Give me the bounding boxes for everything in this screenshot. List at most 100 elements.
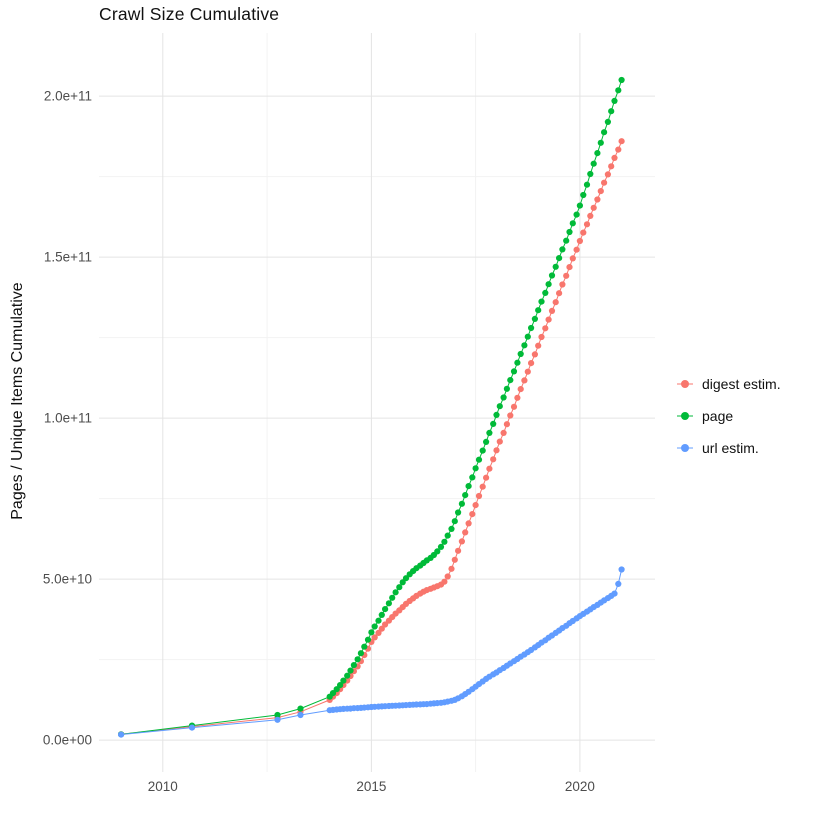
data-point	[563, 237, 570, 244]
data-point	[493, 447, 500, 454]
data-point	[274, 711, 281, 719]
data-point	[604, 171, 612, 178]
data-point	[382, 621, 389, 628]
data-point	[486, 429, 493, 436]
y-tick-label: 1.0e+11	[44, 411, 92, 426]
data-point	[521, 342, 528, 349]
data-point	[465, 520, 472, 527]
data-point	[507, 412, 514, 419]
data-point	[486, 465, 493, 472]
data-point	[465, 483, 472, 490]
data-point	[563, 272, 570, 279]
data-point	[469, 474, 476, 481]
data-point	[514, 394, 521, 401]
data-point	[371, 634, 378, 641]
data-point	[528, 324, 535, 332]
data-point	[493, 411, 500, 418]
data-point	[437, 543, 445, 551]
data-point	[601, 129, 608, 136]
data-point	[441, 538, 448, 545]
y-tick-label: 5.0e+10	[43, 572, 92, 587]
data-point	[371, 623, 378, 630]
data-point	[510, 368, 518, 375]
data-point	[556, 290, 563, 297]
data-point	[601, 179, 608, 186]
data-point	[375, 629, 382, 637]
data-point	[378, 611, 385, 619]
data-point	[580, 191, 587, 199]
data-point	[517, 386, 524, 393]
x-tick-label: 2015	[356, 779, 386, 794]
data-point	[521, 377, 528, 384]
data-point	[496, 438, 503, 445]
legend: digest estim. page url estim.	[676, 372, 781, 468]
data-point	[569, 255, 576, 262]
data-point	[535, 342, 542, 349]
data-point	[566, 228, 573, 236]
data-point	[448, 525, 455, 533]
data-point	[538, 298, 545, 305]
data-point	[548, 272, 556, 279]
data-point	[618, 138, 625, 145]
data-point	[297, 705, 304, 712]
data-point	[462, 492, 469, 499]
data-point	[542, 289, 549, 296]
legend-item-url-estim: url estim.	[676, 436, 781, 460]
data-point	[524, 333, 531, 340]
data-point	[361, 643, 368, 650]
data-point	[524, 368, 531, 375]
data-point	[517, 350, 524, 358]
legend-item-label: page	[702, 408, 734, 424]
data-point	[615, 87, 622, 94]
data-point	[350, 662, 357, 669]
data-point	[542, 325, 549, 332]
data-point	[490, 420, 497, 427]
data-point	[444, 573, 451, 580]
data-point	[545, 281, 552, 288]
data-point	[402, 575, 410, 582]
data-point	[608, 108, 615, 115]
data-point	[458, 538, 465, 545]
legend-item-digest-estim: digest estim.	[676, 372, 781, 396]
data-point	[559, 246, 566, 253]
data-point	[583, 221, 591, 228]
data-point	[333, 686, 340, 693]
data-point	[472, 502, 479, 509]
data-point	[538, 333, 545, 341]
data-point	[545, 316, 552, 323]
data-point	[451, 556, 458, 563]
legend-item-label: digest estim.	[702, 376, 781, 392]
data-point	[528, 360, 535, 367]
data-point	[368, 629, 375, 636]
data-point	[566, 264, 573, 271]
legend-key-icon	[676, 407, 694, 425]
data-point	[357, 650, 364, 657]
data-point	[597, 139, 604, 146]
data-point	[597, 188, 604, 195]
data-point	[347, 667, 354, 674]
data-point	[611, 590, 618, 597]
data-point	[590, 160, 597, 167]
legend-item-page: page	[676, 404, 781, 428]
data-point	[531, 351, 539, 358]
data-point	[548, 307, 556, 314]
data-point	[475, 492, 483, 500]
data-point	[531, 315, 539, 322]
legend-key-icon	[676, 375, 694, 393]
data-point	[455, 547, 462, 554]
data-point	[274, 716, 281, 723]
legend-item-label: url estim.	[702, 440, 759, 456]
data-point	[483, 438, 490, 445]
legend-key-icon	[676, 439, 694, 457]
data-point	[594, 196, 601, 203]
data-point	[618, 76, 625, 84]
data-point	[475, 456, 483, 463]
data-point	[451, 518, 458, 525]
data-point	[503, 385, 510, 392]
data-point	[392, 589, 399, 596]
data-point	[448, 565, 455, 572]
data-point	[382, 606, 389, 613]
data-point	[503, 421, 510, 428]
y-tick-label: 0.0e+00	[43, 733, 92, 748]
